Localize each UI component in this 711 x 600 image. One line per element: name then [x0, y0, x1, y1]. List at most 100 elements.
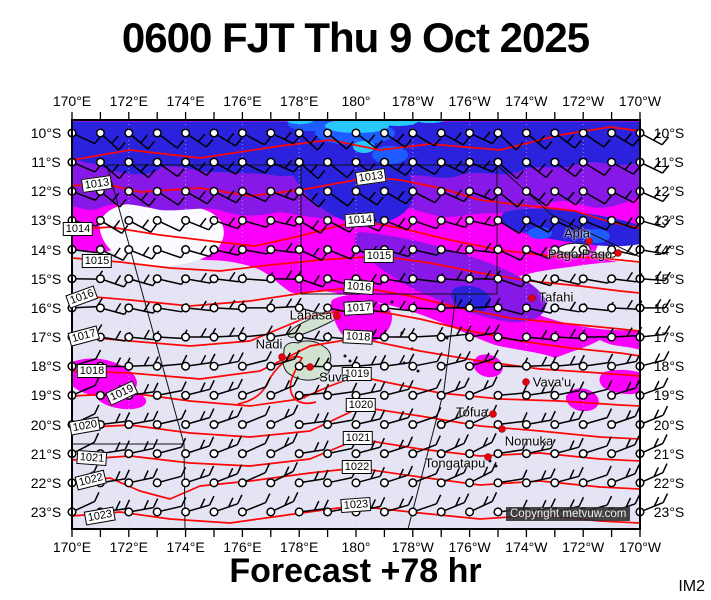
wind-barb	[124, 128, 155, 150]
wind-barb	[323, 356, 358, 371]
wind-barb	[266, 324, 302, 342]
isobar-label-1017: 1017	[343, 300, 375, 316]
wind-barb	[67, 376, 101, 400]
wind-barb	[323, 157, 355, 179]
wind-barb	[578, 436, 612, 459]
wind-barb	[436, 350, 471, 371]
wind-barb	[379, 465, 414, 488]
place-marker-labasa	[333, 312, 341, 320]
wind-barb	[152, 409, 187, 430]
wind-barb	[237, 493, 271, 517]
wind-barb	[181, 245, 216, 258]
lat-label-right: 20°S	[653, 416, 685, 433]
wind-barb	[436, 128, 471, 146]
wind-barb	[521, 382, 557, 400]
lat-label-left: 10°S	[30, 125, 62, 141]
wind-barb	[465, 270, 501, 284]
wind-barb	[578, 128, 611, 148]
wind-barb	[152, 437, 187, 459]
wind-barb	[607, 435, 640, 459]
wind-barb	[294, 274, 329, 288]
wind-barb	[436, 493, 470, 517]
lat-label-right: 21°S	[653, 445, 685, 462]
wind-barb	[521, 245, 556, 260]
wind-barb	[550, 354, 586, 371]
wind-barb	[408, 157, 442, 175]
wind-barb	[379, 353, 415, 371]
wind-barb	[237, 350, 272, 371]
place-marker-vava-u	[522, 378, 530, 386]
wind-barb	[493, 245, 527, 261]
wind-barb	[95, 215, 129, 234]
wind-barb	[323, 439, 357, 459]
place-label-pago-pago: Pago Pago	[547, 246, 613, 262]
lat-label-right: 16°S	[653, 299, 685, 316]
lat-label-left: 13°S	[30, 212, 62, 229]
wind-barb	[578, 353, 614, 371]
wind-barb	[294, 128, 325, 151]
wind-barb	[152, 128, 185, 149]
page-title: 0600 FJT Thu 9 Oct 2025	[121, 14, 590, 61]
wind-barb	[436, 463, 469, 488]
wind-barb	[95, 157, 127, 180]
wind-barb	[237, 271, 274, 284]
wind-barb	[465, 349, 499, 371]
wind-barb	[152, 215, 187, 232]
place-label-tafahi: Tafahi	[538, 289, 574, 305]
lon-label-top: 170°E	[52, 93, 92, 109]
wind-barb	[493, 186, 525, 208]
wind-barb	[408, 300, 444, 313]
wind-barb	[294, 157, 326, 180]
wind-barb	[493, 274, 528, 288]
wind-barb	[237, 434, 271, 459]
wind-barb	[323, 382, 358, 400]
lat-label-right: 19°S	[653, 387, 685, 404]
isobar-label-1021: 1021	[76, 449, 108, 467]
wind-barb	[152, 354, 188, 371]
wind-barb	[124, 302, 160, 314]
wind-barb	[408, 326, 444, 342]
isobar-label-1015: 1015	[363, 249, 395, 263]
wind-barb	[181, 186, 215, 205]
lat-label-right: 22°S	[653, 474, 685, 491]
wind-barb	[152, 496, 187, 517]
wind-barb	[323, 186, 355, 207]
place-label-tongatapu: Tongatapu	[424, 455, 486, 471]
wind-barb	[408, 406, 442, 430]
wind-barb	[493, 157, 524, 180]
wind-barb	[465, 186, 500, 201]
lat-label-left: 18°S	[30, 358, 62, 375]
wind-barb	[379, 157, 413, 177]
place-label-vava-u: Vava'u	[532, 374, 572, 390]
lat-label-right: 15°S	[653, 270, 685, 287]
wind-barb	[550, 186, 583, 206]
wind-barb	[379, 408, 414, 430]
wind-barb	[294, 215, 328, 234]
place-label-labasa: Labasa	[289, 307, 333, 323]
wind-barb	[209, 378, 243, 400]
lon-label-bottom: 170°W	[618, 539, 662, 555]
wind-barb	[323, 410, 358, 430]
wind-barb	[266, 157, 301, 173]
wind-barb	[294, 357, 330, 371]
lon-label-top: 180°	[341, 93, 371, 109]
lon-label-top: 174°W	[505, 93, 548, 109]
wind-barb	[493, 440, 528, 459]
wind-barb	[124, 186, 156, 207]
wind-barb	[521, 439, 556, 459]
wind-barb	[408, 378, 442, 400]
wind-barb	[550, 128, 582, 149]
place-label-tofua: Tofua	[456, 404, 488, 420]
wind-barb	[550, 437, 584, 459]
wind-barb	[181, 465, 215, 488]
wind-barb	[209, 352, 244, 371]
wind-barb	[266, 186, 302, 201]
wind-barb	[294, 186, 326, 208]
wind-barb	[465, 242, 501, 255]
wind-barb	[152, 466, 187, 488]
lon-label-top: 172°W	[562, 93, 605, 109]
isobar-label-1015: 1015	[81, 254, 113, 268]
wind-barb	[578, 379, 613, 400]
wind-barb	[351, 466, 385, 488]
lat-label-right: 18°S	[653, 358, 685, 375]
